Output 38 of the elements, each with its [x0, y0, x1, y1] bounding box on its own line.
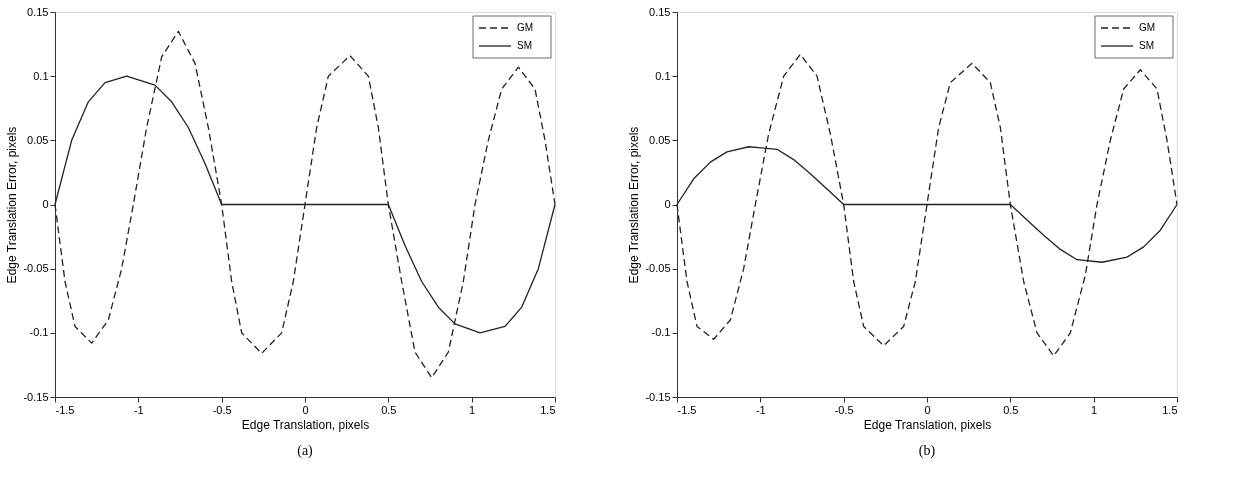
y-tick-label: 0.1 — [33, 69, 49, 82]
x-tick-label: 0 — [924, 403, 931, 416]
y-tick-label: 0 — [42, 198, 49, 210]
y-axis-title: Edge Translation Error, pixels — [5, 126, 20, 284]
x-tick-label: 0.5 — [381, 403, 397, 416]
x-tick-label: -1 — [755, 403, 766, 416]
x-tick-label: -1.5 — [55, 403, 75, 416]
y-tick-label: -0.15 — [23, 390, 49, 403]
y-tick-label: 0.15 — [649, 5, 671, 18]
x-tick-label: 1 — [469, 403, 476, 416]
y-tick-label: -0.15 — [645, 390, 671, 403]
x-tick-label: -0.5 — [834, 403, 854, 416]
x-tick-label: -0.5 — [212, 403, 232, 416]
y-tick-label: 0 — [664, 198, 671, 210]
x-tick-label: 1 — [1091, 403, 1098, 416]
y-tick-label: 0.05 — [649, 133, 671, 146]
y-tick-label: -0.1 — [651, 326, 671, 339]
y-tick-label: -0.1 — [29, 326, 49, 339]
x-axis-title: Edge Translation, pixels — [863, 417, 992, 432]
legend-label: SM — [517, 40, 532, 51]
x-tick-label: 1.5 — [540, 403, 556, 416]
legend-label: GM — [517, 22, 534, 33]
y-tick-label: 0.15 — [27, 5, 49, 18]
x-axis-title: Edge Translation, pixels — [241, 417, 370, 432]
text: (b) — [918, 443, 936, 459]
y-tick-label: 0.05 — [27, 133, 49, 146]
x-tick-label: 0.5 — [1003, 403, 1019, 416]
y-tick-label: -0.05 — [23, 262, 49, 275]
legend-label: GM — [1139, 22, 1156, 33]
legend-label: SM — [1139, 40, 1154, 51]
y-tick-label: -0.05 — [645, 262, 671, 275]
text: (a) — [297, 443, 314, 459]
x-tick-label: -1.5 — [677, 403, 697, 416]
x-tick-label: -1 — [133, 403, 144, 416]
x-tick-label: 0 — [302, 403, 309, 416]
x-tick-label: 1.5 — [1162, 403, 1178, 416]
y-tick-label: 0.1 — [655, 69, 671, 82]
y-axis-title: Edge Translation Error, pixels — [627, 126, 642, 284]
